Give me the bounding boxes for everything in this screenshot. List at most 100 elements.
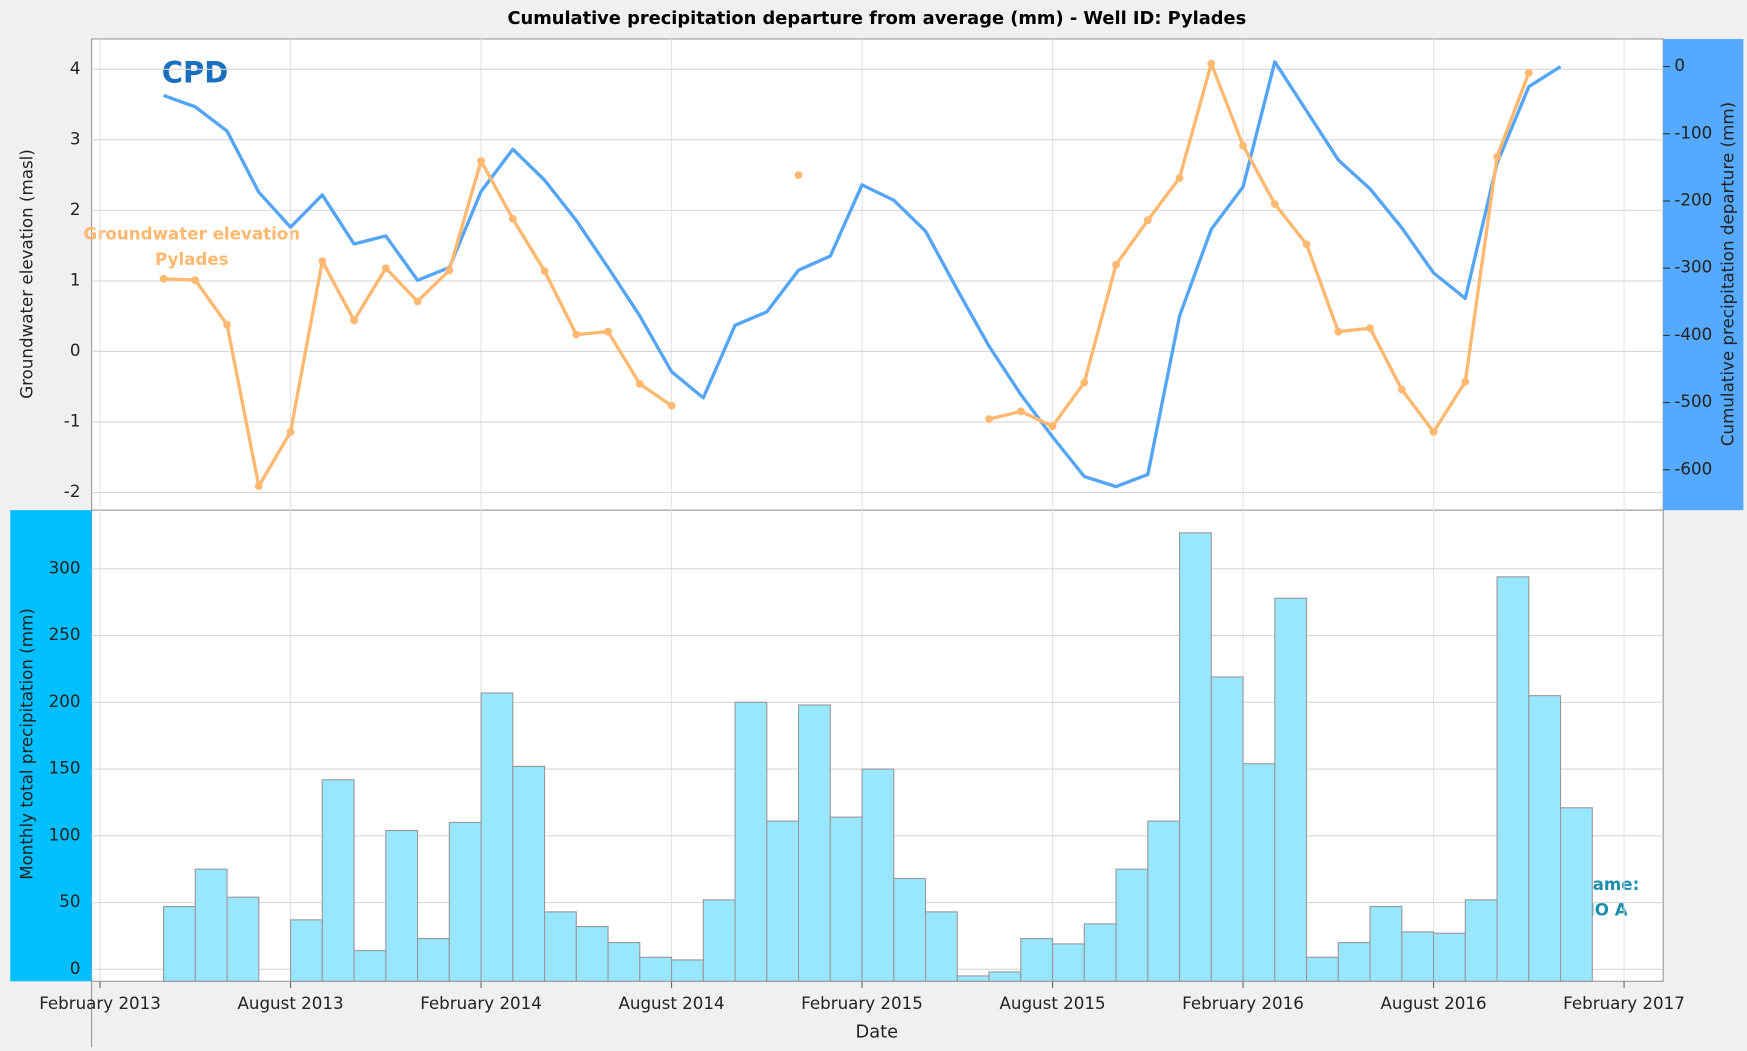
data-point (508, 214, 517, 223)
x-tick-label: August 2015 (999, 993, 1105, 1013)
bar (194, 868, 228, 982)
bar (480, 692, 514, 982)
data-point (1112, 260, 1120, 269)
x-tick-label: February 2014 (420, 993, 542, 1013)
data-point (350, 316, 358, 325)
bar (639, 956, 673, 982)
y2-tick-label: -200 (1674, 189, 1712, 209)
data-point (477, 157, 485, 165)
bar (1528, 695, 1562, 982)
data-point (191, 276, 200, 285)
y-tick-label: 1 (70, 269, 81, 289)
y-tick-label: 200 (49, 691, 81, 711)
series-line (162, 60, 1562, 489)
bar (893, 877, 927, 982)
bar (321, 779, 355, 982)
data-point (1175, 174, 1184, 182)
data-point (1366, 324, 1374, 333)
data-point (604, 327, 612, 336)
top-plot-area (91, 38, 1664, 511)
bar (1305, 956, 1339, 982)
y-tick-label: 2 (70, 199, 81, 219)
y-tick-label: -1 (64, 410, 81, 430)
bar (512, 765, 546, 982)
y-tick-label: 0 (70, 958, 81, 978)
x-tick-label: August 2016 (1380, 993, 1486, 1013)
y-axis-label: Groundwater elevation (masl) (17, 149, 37, 399)
bar (988, 971, 1022, 982)
y-tick-label: 150 (49, 758, 81, 778)
x-tick-label: February 2016 (1182, 993, 1304, 1013)
bar (289, 919, 323, 982)
series-label: CPD (162, 56, 228, 90)
y2-tick-label: -100 (1674, 122, 1712, 142)
y-axis-band (10, 510, 92, 982)
data-point (572, 330, 581, 339)
series-label: Groundwater elevation (84, 224, 301, 244)
data-point (1048, 422, 1057, 431)
data-point (1493, 152, 1501, 161)
series-label: Pylades (155, 249, 229, 269)
data-point (540, 267, 549, 275)
bar (829, 816, 863, 982)
data-point (445, 266, 454, 275)
bar (607, 942, 641, 982)
y-tick-label: 3 (70, 128, 81, 148)
y2-axis-band (1663, 38, 1744, 511)
data-point (1143, 216, 1152, 225)
bar (1369, 905, 1403, 982)
bar (1051, 943, 1085, 982)
y-tick-label: 50 (59, 891, 80, 911)
bar (1432, 932, 1466, 982)
bar (226, 896, 260, 982)
x-tick-label: February 2017 (1563, 993, 1685, 1013)
y-tick-label: 0 (70, 340, 81, 360)
x-tick-label: August 2013 (237, 993, 343, 1013)
bar (385, 829, 419, 982)
y-tick-label: 300 (49, 557, 81, 577)
bar (702, 899, 736, 982)
bar (861, 768, 895, 982)
y2-tick-label: -500 (1674, 391, 1712, 411)
chart-title: Cumulative precipitation departure from … (507, 8, 1246, 29)
x-tick-label: February 2013 (39, 993, 161, 1013)
data-point (318, 257, 327, 266)
bar (924, 911, 958, 982)
data-point (1270, 200, 1279, 208)
bar (1020, 938, 1054, 982)
data-point (1397, 385, 1406, 394)
data-point (985, 415, 993, 424)
data-point (1239, 141, 1247, 150)
bar (766, 820, 800, 982)
data-point (286, 427, 295, 436)
data-point (794, 171, 803, 180)
data-point (1461, 377, 1470, 386)
data-point (1207, 59, 1216, 68)
bar (1401, 931, 1435, 982)
bar (543, 911, 577, 982)
y2-tick-label: -600 (1674, 458, 1712, 478)
bar (1147, 820, 1181, 982)
bar (670, 959, 704, 982)
data-point (413, 297, 422, 306)
y2-tick-label: -300 (1674, 257, 1712, 277)
x-tick-label: August 2014 (618, 993, 724, 1013)
data-point (635, 379, 644, 388)
data-point (1302, 240, 1311, 249)
bar (1083, 923, 1117, 982)
bar (1178, 532, 1212, 982)
bar (448, 821, 482, 982)
y2-axis-label: Cumulative precipitation departure (mm) (1717, 102, 1737, 446)
x-axis-label: Date (856, 1022, 899, 1043)
y-tick-label: 250 (49, 624, 81, 644)
bar (734, 701, 768, 982)
bar (1337, 942, 1371, 982)
data-point (1524, 68, 1533, 77)
y-tick-label: -2 (64, 481, 81, 501)
data-point (667, 401, 676, 410)
bar (353, 950, 387, 982)
data-point (1016, 407, 1025, 416)
x-tick-label: February 2015 (801, 993, 923, 1013)
bar (1559, 807, 1593, 982)
